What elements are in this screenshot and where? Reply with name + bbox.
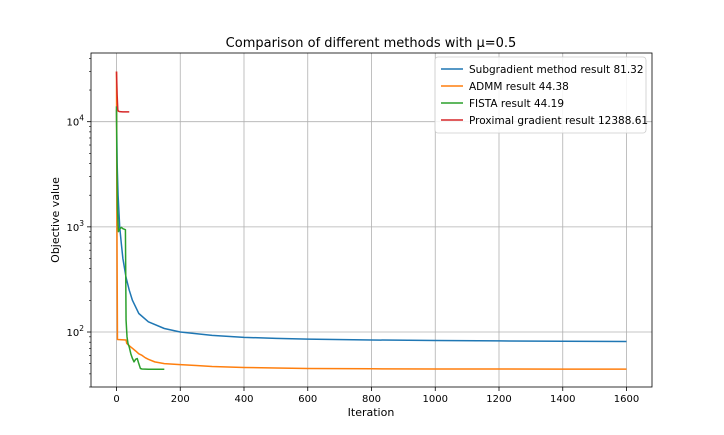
y-tick-label: 103 bbox=[66, 219, 84, 234]
y-tick-label: 102 bbox=[66, 324, 84, 339]
plot-lines bbox=[115, 71, 627, 371]
legend-entry: Proximal gradient result 12388.61 bbox=[469, 115, 648, 127]
chart-title: Comparison of different methods with μ=0… bbox=[226, 36, 517, 51]
x-tick-label: 1600 bbox=[614, 394, 639, 405]
y-axis-label: Objective value bbox=[49, 177, 62, 263]
x-tick-label: 800 bbox=[362, 394, 381, 405]
x-axis-ticks: 0 200 400 600 800 1000 1200 1400 1600 bbox=[113, 387, 639, 405]
x-tick-label: 400 bbox=[234, 394, 253, 405]
legend-entry: Subgradient method result 81.32 bbox=[469, 64, 644, 76]
x-tick-label: 1000 bbox=[423, 394, 448, 405]
x-axis-label: Iteration bbox=[348, 406, 395, 419]
series-line-2 bbox=[115, 106, 165, 371]
legend-entry: FISTA result 44.19 bbox=[469, 98, 564, 110]
x-tick-label: 200 bbox=[171, 394, 190, 405]
legend-entry: ADMM result 44.38 bbox=[469, 81, 569, 93]
legend: Subgradient method result 81.32 ADMM resu… bbox=[434, 56, 648, 134]
series-line-1 bbox=[115, 71, 627, 370]
series-line-3 bbox=[115, 71, 130, 113]
x-tick-label: 0 bbox=[113, 394, 119, 405]
x-tick-label: 1400 bbox=[550, 394, 575, 405]
series-line-0 bbox=[115, 109, 627, 343]
x-tick-label: 1200 bbox=[486, 394, 511, 405]
legend-box bbox=[434, 56, 647, 134]
y-axis-ticks: 102 103 104 bbox=[66, 58, 91, 388]
x-tick-label: 600 bbox=[298, 394, 317, 405]
y-tick-label: 104 bbox=[66, 114, 84, 129]
